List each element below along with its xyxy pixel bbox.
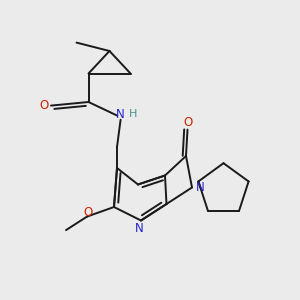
Text: N: N xyxy=(116,108,125,121)
Text: H: H xyxy=(128,109,137,119)
Text: N: N xyxy=(135,222,144,236)
Text: N: N xyxy=(195,181,204,194)
Text: O: O xyxy=(40,99,49,112)
Text: O: O xyxy=(83,206,92,220)
Text: O: O xyxy=(184,116,193,130)
